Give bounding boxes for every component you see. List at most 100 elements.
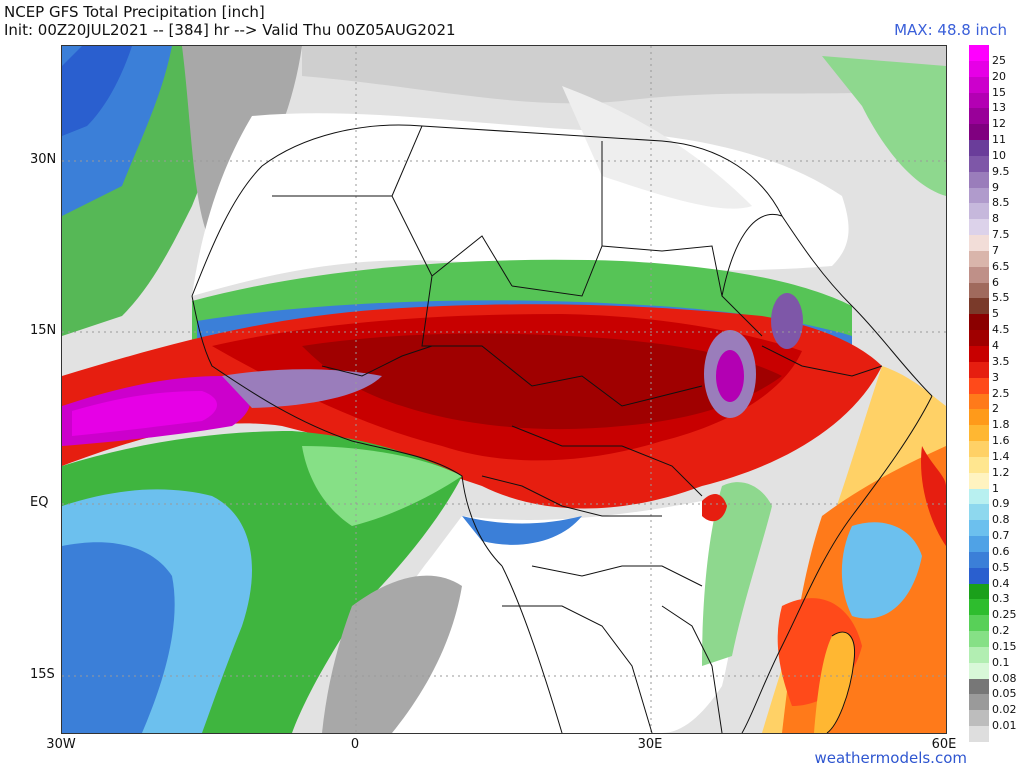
legend-swatch [969,60,989,78]
legend-value: 0.1 [992,655,1010,669]
title-line-1: NCEP GFS Total Precipitation [inch] [4,3,265,21]
max-value-label: MAX: 48.8 inch [894,21,1007,39]
legend-swatch [969,219,989,236]
legend-swatch [969,187,989,204]
lat-label-15s: 15S [30,667,55,682]
legend-swatch [969,124,989,141]
color-legend [969,45,989,743]
legend-swatch [969,345,989,363]
legend-value: 0.3 [992,592,1010,606]
credit-link[interactable]: weathermodels.com [814,749,967,767]
legend-value: 0.01 [992,719,1017,733]
legend-value: 6.5 [992,259,1010,273]
legend-value: 9 [992,180,999,194]
legend-swatch [969,330,989,347]
legend-swatch [969,298,989,315]
map-canvas [62,46,946,733]
legend-value: 8.5 [992,196,1010,210]
legend-swatch [969,377,989,394]
legend-value: 7.5 [992,228,1010,242]
legend-value: 9.5 [992,164,1010,178]
legend-value: 1 [992,481,999,495]
legend-swatch [969,235,989,252]
legend-swatch [969,536,989,553]
legend-value: 0.5 [992,560,1010,574]
legend-swatch [969,425,989,442]
legend-value: 0.25 [992,608,1017,622]
legend-swatch [969,108,989,125]
legend-swatch [969,282,989,299]
legend-value: 3.5 [992,354,1010,368]
legend-swatch [969,615,989,632]
legend-value: 1.2 [992,465,1010,479]
legend-swatch [969,409,989,426]
legend-value: 0.7 [992,529,1010,543]
legend-value: 1.6 [992,434,1010,448]
legend-value: 1.4 [992,449,1010,463]
legend-value: 5 [992,307,999,321]
legend-swatch [969,361,989,379]
legend-value: 15 [992,85,1006,99]
legend-swatch [969,250,989,268]
legend-value: 0.08 [992,671,1017,685]
legend-value: 1.8 [992,418,1010,432]
legend-swatch [969,314,989,331]
legend-swatch [969,694,989,711]
legend-value: 12 [992,117,1006,131]
legend-swatch [969,662,989,680]
legend-value: 4 [992,338,999,352]
legend-swatch [969,726,989,743]
legend-swatch [969,266,989,284]
legend-value: 2.5 [992,386,1010,400]
legend-value: 8 [992,212,999,226]
legend-swatch [969,504,989,521]
legend-value: 0.6 [992,544,1010,558]
legend-swatch [969,551,989,569]
legend-swatch [969,710,989,727]
legend-value: 2 [992,402,999,416]
legend-swatch [969,441,989,458]
legend-value: 3 [992,370,999,384]
legend-swatch [969,488,989,505]
legend-value: 0.02 [992,703,1017,717]
legend-swatch [969,583,989,600]
legend-swatch [969,140,989,157]
title-line-2: Init: 00Z20JUL2021 -- [384] hr --> Valid… [4,21,456,39]
legend-value: 5.5 [992,291,1010,305]
legend-value: 7 [992,243,999,257]
lon-label-0: 0 [350,737,360,752]
legend-swatch [969,45,989,62]
legend-swatch [969,520,989,537]
legend-value: 0.15 [992,639,1017,653]
legend-value: 10 [992,148,1006,162]
legend-swatch [969,171,989,189]
legend-swatch [969,678,989,695]
legend-swatch [969,599,989,616]
legend-value: 0.9 [992,497,1010,511]
legend-swatch [969,76,989,93]
legend-value: 20 [992,69,1006,83]
precipitation-map[interactable] [61,45,947,734]
lon-label-30e: 30E [637,737,663,752]
legend-value: 25 [992,53,1006,67]
legend-value: 0.4 [992,576,1010,590]
legend-value: 13 [992,101,1006,115]
legend-swatch [969,203,989,220]
lat-label-eq: EQ [30,495,49,510]
lat-label-30n: 30N [30,152,57,167]
legend-value: 0.2 [992,624,1010,638]
map-title: NCEP GFS Total Precipitation [inch] Init… [4,3,456,39]
legend-swatch [969,155,989,173]
legend-swatch [969,646,989,664]
legend-value: 0.8 [992,513,1010,527]
legend-value: 4.5 [992,323,1010,337]
legend-swatch [969,456,989,474]
legend-swatch [969,472,989,490]
legend-value: 11 [992,133,1006,147]
legend-swatch [969,393,989,410]
lon-label-60e: 60E [931,737,957,752]
lat-label-15n: 15N [30,323,57,338]
legend-swatch [969,567,989,585]
legend-swatch [969,631,989,648]
legend-value: 6 [992,275,999,289]
